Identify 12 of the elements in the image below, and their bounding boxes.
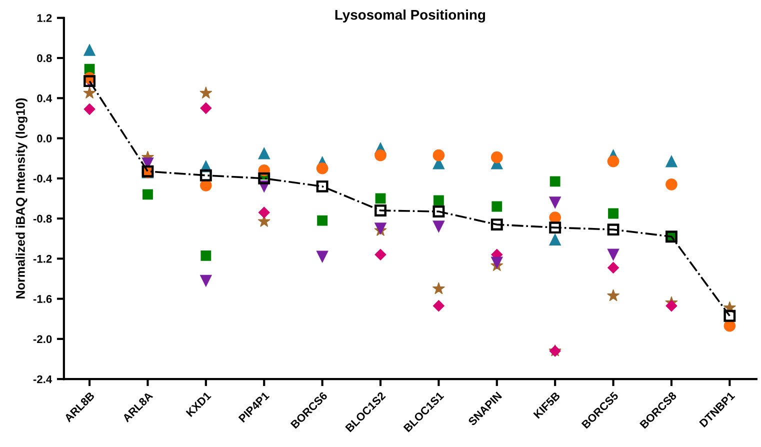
y-tick-label: 1.2 [37,14,52,22]
y-tick-label: 0.0 [37,134,52,142]
y-axis-title: Normalized iBAQ Intensity (log10) [16,98,28,298]
y-tick-label: 0.4 [37,94,52,102]
y-tick-label: -2.4 [33,375,52,384]
y-tick-label: 0.8 [37,54,52,62]
y-tick-label: -0.8 [33,214,52,223]
y-tick-label: -1.2 [33,254,52,263]
chart-title: Lysosomal Positioning [335,10,486,23]
y-tick-label: -0.4 [33,174,52,183]
y-tick-label: -1.6 [33,295,52,303]
y-tick-label: -2.0 [33,335,52,344]
